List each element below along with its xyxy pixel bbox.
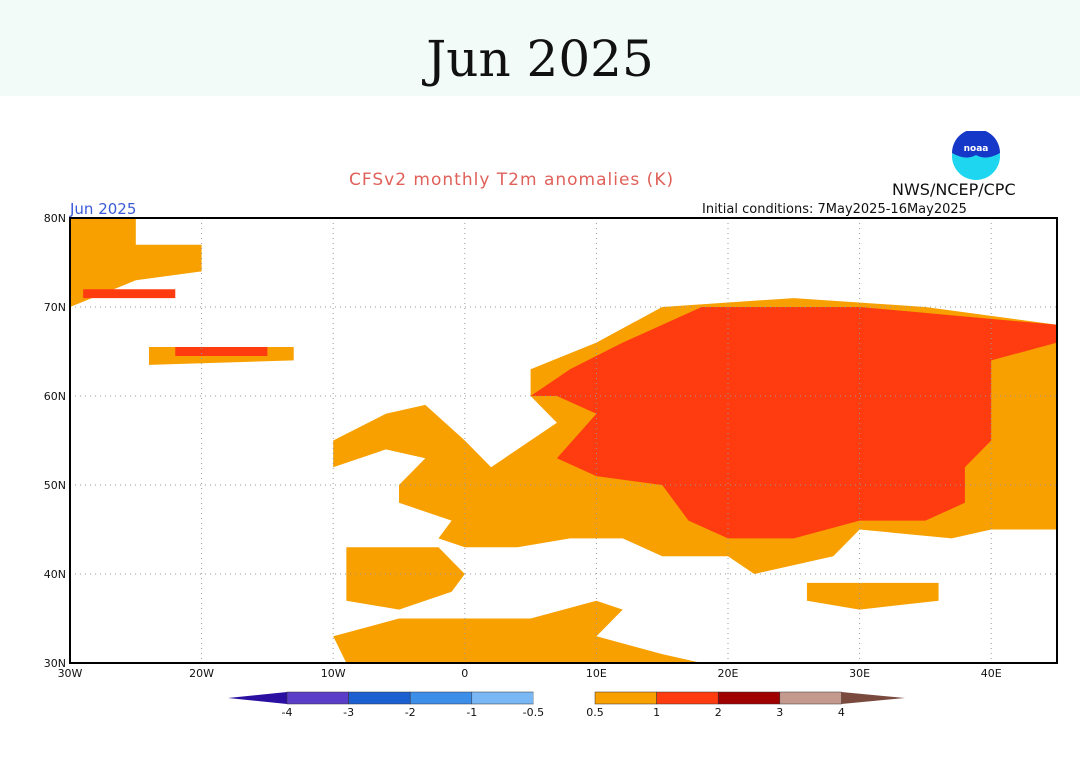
lon-tick-label: 0 (461, 667, 468, 680)
colorbar-label: -4 (282, 706, 293, 719)
lon-tick-label: 10E (586, 667, 607, 680)
noaa-logo-icon: noaa (952, 131, 1000, 180)
colorbar-label: -3 (343, 706, 354, 719)
title-banner: Jun 2025 (0, 0, 1080, 96)
plot-title: CFSv2 monthly T2m anomalies (K) (349, 170, 675, 190)
anomaly-region-1-2 (175, 347, 268, 356)
colorbar-segment (779, 691, 842, 705)
lon-tick-label: 40E (981, 667, 1002, 680)
lat-tick-label: 50N (44, 479, 66, 492)
colorbar-label: -1 (466, 706, 477, 719)
anomaly-region-1-2 (83, 289, 176, 299)
colorbar-label: 0.5 (586, 706, 604, 719)
lon-tick-label: 20W (189, 667, 214, 680)
colorbar-segment (533, 692, 595, 704)
colorbar-segment (656, 691, 719, 705)
lat-tick-label: 80N (44, 212, 66, 225)
colorbar-arrow-low (228, 692, 287, 704)
lon-tick-label: 30W (58, 667, 83, 680)
lon-tick-label: 10W (321, 667, 346, 680)
lat-tick-label: 60N (44, 390, 66, 403)
initial-conditions: Initial conditions: 7May2025-16May2025 (702, 202, 967, 217)
colorbar-segment (286, 691, 349, 705)
colorbar-segment (348, 691, 411, 705)
lat-tick-label: 30N (44, 657, 66, 670)
map-frame (69, 217, 1058, 664)
colorbar-label: 3 (776, 706, 783, 719)
lat-tick-label: 40N (44, 568, 66, 581)
colorbar-segment (471, 691, 534, 705)
anomaly-region-1-2 (530, 307, 1057, 539)
anomaly-region-0.5-1 (806, 582, 939, 610)
colorbar-arrow-high (841, 692, 905, 704)
page-title: Jun 2025 (426, 30, 654, 88)
anomaly-region-0.5-1 (333, 600, 702, 663)
colorbar-label: 4 (838, 706, 845, 719)
lon-tick-label: 30E (849, 667, 870, 680)
agency-label: NWS/NCEP/CPC (892, 180, 1016, 199)
lat-tick-label: 70N (44, 301, 66, 314)
month-label: Jun 2025 (70, 200, 137, 218)
svg-text:noaa: noaa (964, 144, 989, 154)
colorbar-segment (409, 691, 473, 705)
colorbar-label: -0.5 (523, 706, 544, 719)
anomaly-region-0.5-1 (70, 218, 202, 307)
colorbar-segment (594, 691, 657, 705)
colorbar-segment (717, 691, 781, 705)
colorbar-label: -2 (405, 706, 416, 719)
colorbar-label: 1 (653, 706, 660, 719)
anomaly-region-0.5-1 (346, 547, 465, 610)
lon-tick-label: 20E (718, 667, 739, 680)
colorbar-label: 2 (715, 706, 722, 719)
